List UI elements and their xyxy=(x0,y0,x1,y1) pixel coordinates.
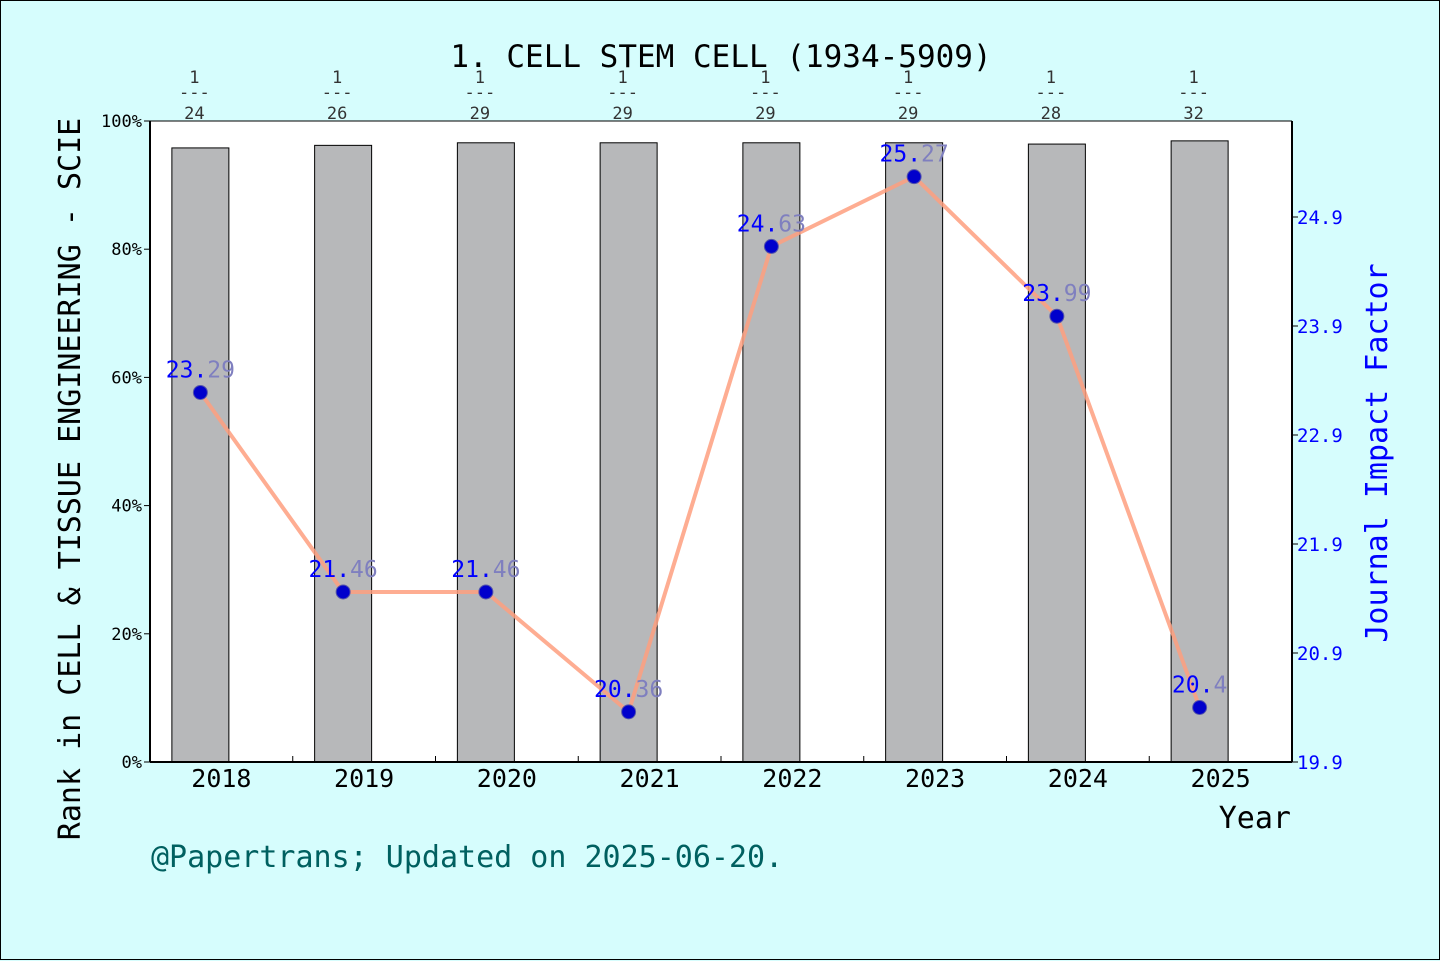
x-tick-label-2024: 2024 xyxy=(1048,764,1108,793)
right-tick-label-21.9: 21.9 xyxy=(1297,534,1343,556)
rank-divider-2019: --- xyxy=(322,83,353,103)
impact-factor-label-2021: 20.36 xyxy=(594,677,663,703)
impact-factor-label-2023: 25.27 xyxy=(880,142,949,168)
impact-factor-point-2023 xyxy=(906,169,922,185)
impact-factor-line xyxy=(198,174,1202,714)
impact-factor-label-2019: 21.46 xyxy=(309,557,378,583)
x-axis-label: Year xyxy=(1219,801,1291,836)
chart-title: 1. CELL STEM CELL (1934-5909) xyxy=(450,39,991,75)
rank-divider-2024: --- xyxy=(1036,83,1067,103)
right-axis-label: Journal Impact Factor xyxy=(1360,263,1395,642)
left-tick-label-20: 20% xyxy=(111,625,142,645)
left-tick-label-40: 40% xyxy=(111,497,142,517)
left-tick-label-60: 60% xyxy=(111,368,142,388)
impact-factor-point-2025 xyxy=(1192,700,1208,715)
rank-divider-2025: --- xyxy=(1178,83,1209,103)
footer-note: @Papertrans; Updated on 2025-06-20. xyxy=(151,840,783,875)
rank-denominator-2019: 26 xyxy=(327,104,347,124)
rank-numerator-2020: 1 xyxy=(475,68,485,88)
impact-factor-point-2020 xyxy=(478,584,494,600)
impact-factor-label-2018: 23.29 xyxy=(166,357,235,383)
rank-numerator-2021: 1 xyxy=(618,68,628,88)
right-tick-label-19.9: 19.9 xyxy=(1297,752,1343,774)
rank-denominator-2024: 28 xyxy=(1041,104,1061,124)
impact-factor-label-2025: 20.4 xyxy=(1172,673,1227,699)
rank-denominator-2018: 24 xyxy=(184,104,204,124)
bar-2019 xyxy=(314,144,373,763)
rank-divider-2023: --- xyxy=(893,83,924,103)
left-tick-label-100: 100% xyxy=(101,112,142,132)
impact-factor-label-2022: 24.63 xyxy=(737,211,806,237)
rank-denominator-2022: 29 xyxy=(755,104,775,124)
impact-factor-point-2024 xyxy=(1049,308,1065,324)
left-axis-label: Rank in CELL & TISSUE ENGINEERING - SCIE xyxy=(53,118,88,840)
rank-numerator-2025: 1 xyxy=(1189,68,1199,88)
left-tick-label-0: 0% xyxy=(122,753,142,773)
rank-numerator-2023: 1 xyxy=(903,68,913,88)
rank-numerator-2019: 1 xyxy=(332,68,342,88)
impact-factor-point-2022 xyxy=(763,238,779,254)
bar-2025 xyxy=(1170,140,1229,763)
rank-divider-2021: --- xyxy=(607,83,638,103)
impact-factor-point-2018 xyxy=(192,384,208,400)
x-tick-label-2023: 2023 xyxy=(905,764,965,793)
x-tick-label-2019: 2019 xyxy=(334,764,394,793)
right-tick-label-23.9: 23.9 xyxy=(1297,316,1343,338)
rank-denominator-2023: 29 xyxy=(898,104,918,124)
bar-2018 xyxy=(171,147,230,763)
x-tick-label-2020: 2020 xyxy=(477,764,537,793)
impact-factor-point-2021 xyxy=(621,704,637,720)
rank-divider-2020: --- xyxy=(465,83,496,103)
bars-layer xyxy=(171,140,1229,763)
line-layer xyxy=(192,169,1208,720)
rank-denominator-2020: 29 xyxy=(470,104,490,124)
rank-numerator-2022: 1 xyxy=(760,68,770,88)
impact-factor-label-2020: 21.46 xyxy=(451,557,520,583)
rank-numerator-2018: 1 xyxy=(189,68,199,88)
rank-denominator-2025: 32 xyxy=(1183,104,1203,124)
right-tick-label-24.9: 24.9 xyxy=(1297,207,1343,229)
x-tick-label-2025: 2025 xyxy=(1191,764,1251,793)
axes-layer: 0% 20% 40% 60% 80% 100% 19.9 20.9 21.9 22.9 23.9 24… xyxy=(101,112,1343,793)
bar-2020 xyxy=(456,142,515,763)
rank-divider-2018: --- xyxy=(179,83,210,103)
left-tick-label-80: 80% xyxy=(111,240,142,260)
rank-numerator-2024: 1 xyxy=(1046,68,1056,88)
rank-denominator-2021: 29 xyxy=(612,104,632,124)
right-tick-label-22.9: 22.9 xyxy=(1297,425,1343,447)
bar-2024 xyxy=(1027,143,1086,763)
x-tick-label-2018: 2018 xyxy=(191,764,251,793)
right-tick-label-20.9: 20.9 xyxy=(1297,643,1343,665)
bar-2023 xyxy=(885,142,944,763)
bar-2021 xyxy=(599,142,658,763)
labels-layer: 23.29 21.46 21.46 20.36 24.63 25.27 23.99 20.4 1… xyxy=(166,68,1228,703)
impact-factor-label-2024: 23.99 xyxy=(1022,281,1091,307)
impact-factor-point-2019 xyxy=(335,584,351,600)
rank-divider-2022: --- xyxy=(750,83,781,103)
x-tick-label-2021: 2021 xyxy=(620,764,680,793)
x-tick-label-2022: 2022 xyxy=(762,764,822,793)
